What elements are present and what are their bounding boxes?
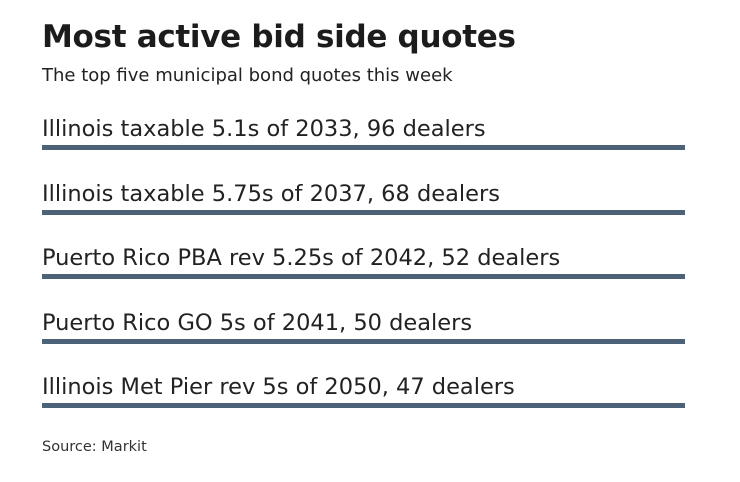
quote-label: Illinois taxable 5.1s of 2033, 96 dealer… xyxy=(42,116,486,142)
quote-label: Illinois taxable 5.75s of 2037, 68 deale… xyxy=(42,180,500,207)
quote-row: Illinois taxable 5.1s of 2033, 96 dealer… xyxy=(42,106,685,171)
quote-label: Puerto Rico PBA rev 5.25s of 2042, 52 de… xyxy=(42,245,561,271)
quote-label: Puerto Rico GO 5s of 2041, 50 dealers xyxy=(42,309,473,336)
chart-title: Most active bid side quotes xyxy=(42,19,516,55)
quotes-list: Illinois taxable 5.1s of 2033, 96 dealer… xyxy=(42,106,685,429)
chart-subtitle: The top five municipal bond quotes this … xyxy=(42,65,453,86)
quote-row: Illinois Met Pier rev 5s of 2050, 47 dea… xyxy=(42,364,685,429)
row-divider xyxy=(42,403,685,408)
row-divider xyxy=(42,274,685,279)
quote-row: Puerto Rico GO 5s of 2041, 50 dealers xyxy=(42,300,685,365)
row-divider xyxy=(42,338,685,344)
quote-label: Illinois Met Pier rev 5s of 2050, 47 dea… xyxy=(42,374,515,400)
row-divider xyxy=(42,145,685,150)
row-divider xyxy=(42,209,685,215)
quote-row: Puerto Rico PBA rev 5.25s of 2042, 52 de… xyxy=(42,235,685,300)
source-note: Source: Markit xyxy=(42,439,147,455)
quote-row: Illinois taxable 5.75s of 2037, 68 deale… xyxy=(42,171,685,236)
